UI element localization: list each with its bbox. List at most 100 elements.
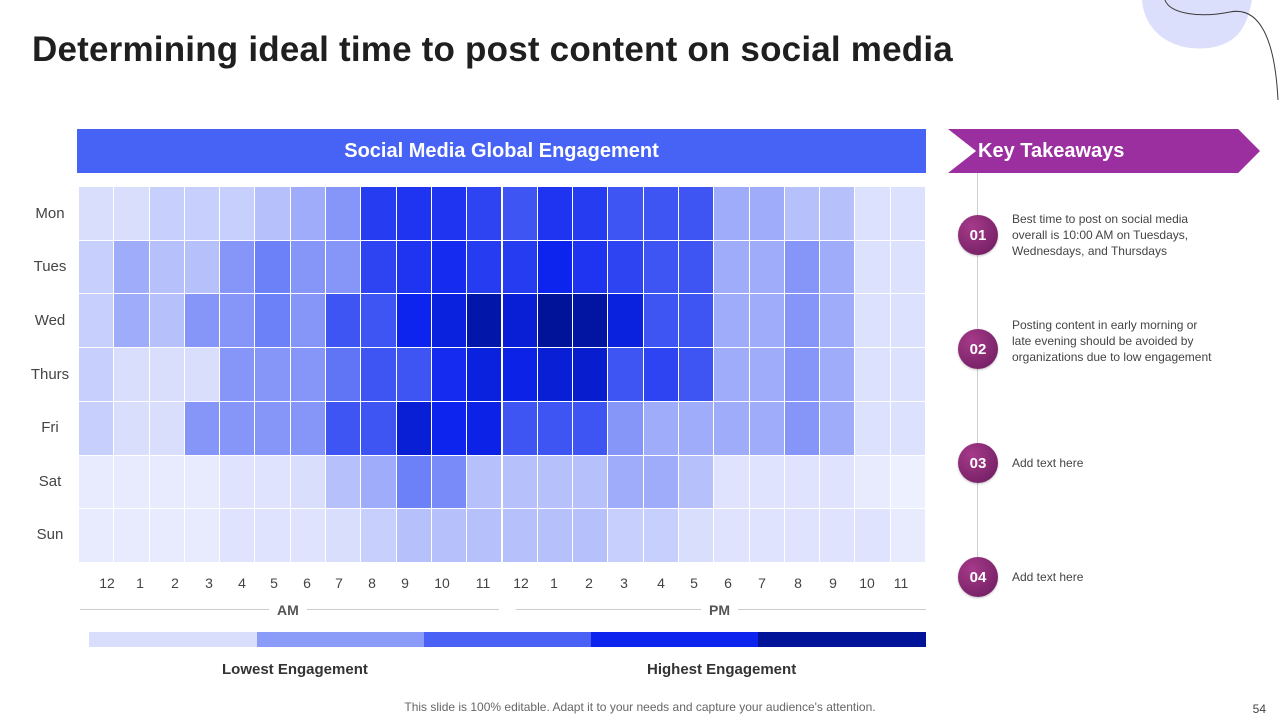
heatmap-cell [255, 240, 290, 294]
heatmap-cell [290, 240, 326, 294]
heatmap-cell [396, 294, 431, 348]
slide-title: Determining ideal time to post content o… [32, 30, 953, 69]
heatmap-cell [643, 348, 678, 401]
heatmap-cell [643, 240, 678, 294]
heatmap-cell [537, 455, 573, 509]
heatmap-cell [79, 401, 114, 455]
heatmap-cell [890, 401, 925, 455]
legend-swatch [758, 632, 926, 647]
heatmap-cell [749, 401, 784, 455]
heatmap-cell [361, 509, 396, 562]
col-label: 2 [171, 575, 179, 591]
heatmap-cell [290, 187, 326, 240]
heatmap-cell [326, 455, 361, 509]
takeaways-timeline [977, 173, 978, 593]
heatmap-cell [502, 294, 537, 348]
heatmap-cell [361, 455, 396, 509]
heatmap-cell [431, 294, 467, 348]
heatmap-cell [431, 509, 467, 562]
heatmap-cell [890, 240, 925, 294]
heatmap-cell [502, 401, 537, 455]
heatmap-cell [784, 294, 820, 348]
heatmap-cell [361, 294, 396, 348]
heatmap-cell [184, 294, 220, 348]
col-label: 6 [303, 575, 311, 591]
col-label: 3 [205, 575, 213, 591]
heatmap-cell [255, 348, 290, 401]
heatmap-cell [431, 187, 467, 240]
heatmap-cell [890, 455, 925, 509]
heatmap-cell [290, 455, 326, 509]
heatmap-cell [855, 294, 890, 348]
legend-swatch [257, 632, 424, 647]
heatmap-cell [467, 455, 502, 509]
heatmap-cell [820, 187, 855, 240]
col-label: 5 [270, 575, 278, 591]
heatmap-cell [784, 455, 820, 509]
heatmap-cell [537, 187, 573, 240]
heatmap-cell [467, 187, 502, 240]
heatmap-cell [608, 401, 643, 455]
heatmap-cell [255, 294, 290, 348]
heatmap-cell [396, 401, 431, 455]
heatmap-cell [714, 348, 749, 401]
heatmap-cell [220, 294, 255, 348]
heatmap-cell [79, 187, 114, 240]
heatmap-cell [431, 401, 467, 455]
engagement-heatmap [79, 187, 926, 563]
heatmap-cell [573, 294, 608, 348]
heatmap-cell [290, 509, 326, 562]
row-label-tues: Tues [33, 258, 67, 275]
heatmap-cell [361, 348, 396, 401]
heatmap-cell [149, 240, 184, 294]
heatmap-cell [820, 240, 855, 294]
col-label: 9 [829, 575, 837, 591]
col-label: 11 [475, 575, 491, 591]
heatmap-cell [820, 509, 855, 562]
heatmap-cell [890, 187, 925, 240]
decorative-blob [1142, 0, 1252, 49]
heatmap-cell [114, 348, 149, 401]
row-label-sat: Sat [38, 473, 62, 490]
heatmap-cell [255, 509, 290, 562]
heatmap-cell [749, 348, 784, 401]
heatmap-cell [855, 509, 890, 562]
corner-decoration [1142, 0, 1279, 101]
key-takeaways-header: Key Takeaways [948, 129, 1260, 173]
heatmap-cell [784, 509, 820, 562]
heatmap-cell [114, 401, 149, 455]
col-label: 1 [136, 575, 144, 591]
row-label-thurs: Thurs [30, 366, 70, 383]
heatmap-cell [643, 455, 678, 509]
pm-label: PM [701, 602, 738, 618]
heatmap-cell [326, 401, 361, 455]
heatmap-cell [678, 187, 714, 240]
heatmap-cell [149, 509, 184, 562]
heatmap-cell [79, 240, 114, 294]
heatmap-cell [820, 455, 855, 509]
heatmap-cell [467, 240, 502, 294]
heatmap-cell [220, 455, 255, 509]
heatmap-cell [537, 294, 573, 348]
heatmap-cell [255, 455, 290, 509]
chart-title: Social Media Global Engagement [77, 129, 926, 173]
heatmap-cell [749, 240, 784, 294]
heatmap-cell [784, 240, 820, 294]
heatmap-cell [784, 348, 820, 401]
heatmap-cell [467, 401, 502, 455]
heatmap-cell [784, 401, 820, 455]
heatmap-cell [678, 401, 714, 455]
heatmap-cell [678, 509, 714, 562]
heatmap-cell [643, 187, 678, 240]
takeaway-number-badge: 04 [958, 557, 998, 597]
heatmap-cell [220, 509, 255, 562]
heatmap-cell [184, 509, 220, 562]
col-label: 10 [434, 575, 450, 591]
heatmap-cell [502, 509, 537, 562]
heatmap-cell [608, 509, 643, 562]
heatmap-cell [573, 455, 608, 509]
heatmap-cell [855, 455, 890, 509]
heatmap-cell [467, 509, 502, 562]
heatmap-cell [290, 348, 326, 401]
heatmap-cell [396, 240, 431, 294]
